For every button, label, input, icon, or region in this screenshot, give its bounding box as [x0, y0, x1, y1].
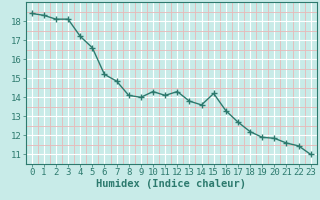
X-axis label: Humidex (Indice chaleur): Humidex (Indice chaleur): [96, 179, 246, 189]
